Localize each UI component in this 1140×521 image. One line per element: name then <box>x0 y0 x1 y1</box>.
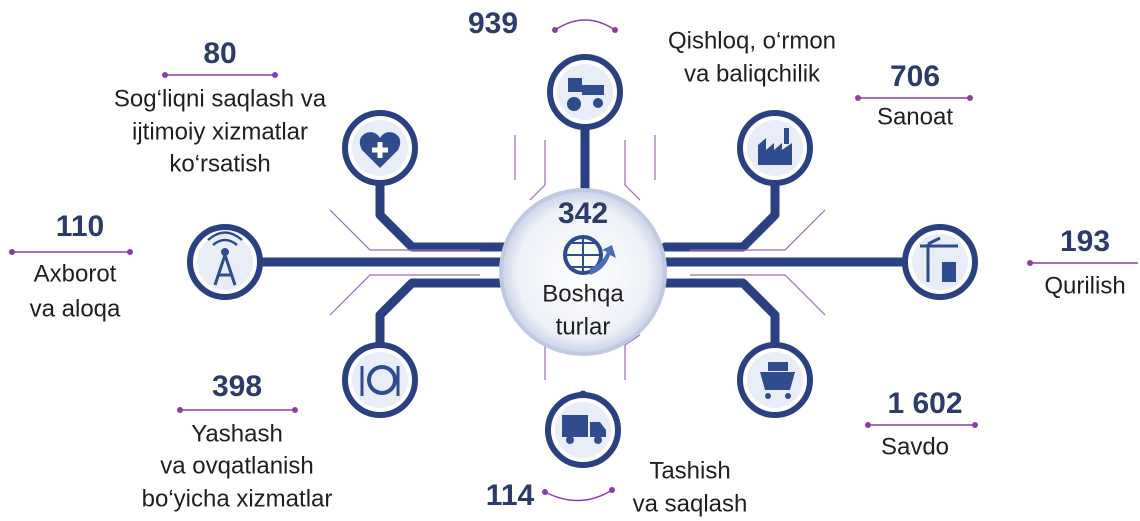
node-label: Savdo <box>881 433 949 460</box>
node-label: va baliqchilik <box>684 60 821 87</box>
node-label: Axborot <box>34 260 117 287</box>
node-label: Sanoat <box>877 103 953 130</box>
construction-node <box>902 224 978 300</box>
tractor-node <box>547 54 623 130</box>
node-label: Yashash <box>191 420 283 447</box>
antenna-node <box>187 224 263 300</box>
heart-node <box>342 110 418 186</box>
node-value: 193 <box>1060 225 1110 258</box>
truck-node <box>545 392 621 468</box>
node-label: ko‘rsatish <box>169 150 270 177</box>
cart-node <box>737 342 813 418</box>
node-value: 80 <box>203 37 236 70</box>
node-label: Qurilish <box>1044 272 1125 299</box>
node-value: 939 <box>468 7 518 40</box>
satellites <box>187 54 978 468</box>
center-value: 342 <box>558 197 608 230</box>
node-label: Tashish <box>649 457 730 484</box>
node-label: va aloqa <box>30 295 121 322</box>
node-label: ijtimoiy xizmatlar <box>132 118 308 145</box>
node-label: bo‘yicha xizmatlar <box>142 485 333 512</box>
center-node: 342 Boshqa turlar <box>499 188 667 356</box>
node-value: 706 <box>890 60 940 93</box>
underlines <box>9 19 1138 502</box>
node-value: 114 <box>486 479 535 512</box>
center-label: turlar <box>556 313 611 340</box>
factory-node <box>737 110 813 186</box>
center-label: Boshqa <box>542 280 624 307</box>
food-node <box>342 342 418 418</box>
node-value: 110 <box>56 210 104 243</box>
labels: 939 Qishloq, o‘rmon va baliqchilik 80 So… <box>30 7 1126 517</box>
node-label: Qishloq, o‘rmon <box>668 27 836 54</box>
node-value: 398 <box>212 370 262 403</box>
node-value: 1 602 <box>887 387 962 420</box>
node-label: va saqlash <box>633 490 748 517</box>
node-label: va ovqatlanish <box>160 452 313 479</box>
node-label: Sog‘liqni saqlash va <box>114 85 327 112</box>
connectors <box>255 123 910 435</box>
